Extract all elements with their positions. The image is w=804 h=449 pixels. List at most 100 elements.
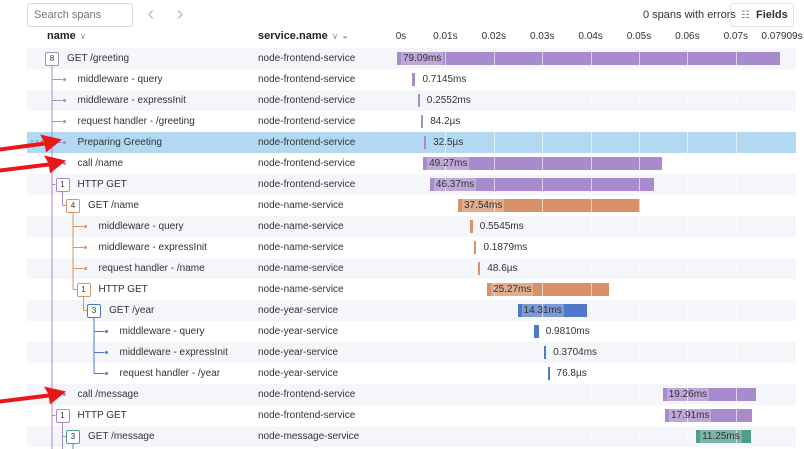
span-name: HTTP GET <box>98 284 148 295</box>
child-count-badge[interactable]: 1 <box>55 409 70 423</box>
tick-label: 0.01s <box>433 31 458 42</box>
duration-label: 46.37ms <box>433 178 477 191</box>
span-row[interactable]: 1 HTTP GET node-frontend-service 17.91ms <box>27 405 796 426</box>
span-duration-bar[interactable] <box>665 409 752 422</box>
span-name: request handler - /name <box>98 263 205 274</box>
child-count-badge[interactable]: 1 <box>76 283 91 297</box>
name-column-header[interactable]: name ∨ <box>47 30 86 42</box>
search-spans-input[interactable] <box>27 3 133 27</box>
leaf-dot-icon <box>62 393 66 396</box>
fields-button[interactable]: ☷ Fields <box>730 3 794 27</box>
span-duration-bar[interactable] <box>457 199 640 212</box>
tick-label: 0.07909s <box>761 31 803 42</box>
span-row[interactable]: 8 GET /greeting node-frontend-service 79.09… <box>27 48 796 69</box>
span-duration-bar[interactable] <box>478 262 481 275</box>
service-name: node-year-service <box>258 347 339 358</box>
span-row[interactable]: middleware - expressInit node-year-servic… <box>27 342 796 363</box>
service-name: node-name-service <box>258 242 344 253</box>
leaf-dot-icon <box>62 162 66 165</box>
span-row[interactable]: 1 HTTP GET node-name-service 25.27ms <box>27 279 796 300</box>
span-row[interactable]: call /name node-frontend-service 49.27ms <box>27 153 796 174</box>
span-duration-bar[interactable] <box>696 430 751 443</box>
span-duration-bar[interactable] <box>474 241 477 254</box>
duration-label: 32.5µs <box>433 137 464 148</box>
service-column-header[interactable]: service.name ∨ ◒ <box>258 30 348 42</box>
duration-label: 19.26ms <box>666 388 710 401</box>
chevron-left-icon[interactable]: ‹ <box>147 3 155 25</box>
row-menu-icon[interactable]: ··· <box>30 133 45 147</box>
span-duration-bar[interactable] <box>397 52 780 65</box>
service-name: node-year-service <box>258 368 339 379</box>
leaf-dot-icon <box>62 99 66 102</box>
span-row[interactable]: request handler - /name node-name-service… <box>27 258 796 279</box>
duration-label: 25.27ms <box>491 283 534 296</box>
span-duration-bar[interactable] <box>517 304 587 317</box>
errors-count: 0 spans with errors <box>643 9 736 21</box>
span-name: middleware - query <box>98 221 184 232</box>
service-name: node-name-service <box>258 284 344 295</box>
columns-icon: ☷ <box>741 10 750 21</box>
tick-label: 0.05s <box>626 31 652 42</box>
chevron-right-icon[interactable]: › <box>176 3 184 25</box>
span-duration-bar[interactable] <box>487 283 610 296</box>
service-name: node-name-service <box>258 221 344 232</box>
span-name: middleware - query <box>77 74 163 85</box>
service-name: node-frontend-service <box>258 95 356 106</box>
duration-label: 48.6µs <box>487 263 518 274</box>
span-row[interactable]: middleware - query node-frontend-service 0… <box>27 69 796 90</box>
tick-label: 0.07s <box>723 31 749 42</box>
span-row[interactable]: 3 GET /year node-year-service 14.31ms <box>27 300 796 321</box>
span-row[interactable]: request handler - /greeting node-frontend… <box>27 111 796 132</box>
duration-label: 0.7145ms <box>422 74 467 85</box>
service-name: node-frontend-service <box>258 179 356 190</box>
span-name: middleware - expressInit <box>98 242 207 253</box>
service-name: node-name-service <box>258 263 344 274</box>
service-name: node-frontend-service <box>258 74 356 85</box>
span-duration-bar[interactable] <box>412 73 416 86</box>
span-name: HTTP GET <box>77 410 127 421</box>
tick-label: 0.03s <box>529 31 555 42</box>
span-duration-bar[interactable] <box>470 220 473 233</box>
chevron-down-icon: ∨ <box>331 31 339 41</box>
child-count-badge[interactable]: 3 <box>66 430 80 444</box>
span-row[interactable]: request handler - /year node-year-service… <box>27 363 796 384</box>
span-row[interactable]: call /message node-frontend-service 19.26m… <box>27 384 796 405</box>
child-count-badge[interactable]: 4 <box>66 199 80 213</box>
span-row[interactable]: middleware - expressInit node-name-servic… <box>27 237 796 258</box>
span-row[interactable]: 4 GET /name node-name-service 37.54ms <box>27 195 796 216</box>
pin-icon[interactable]: ◒ <box>342 31 348 41</box>
duration-label: 17.91ms <box>669 409 712 422</box>
span-duration-bar[interactable] <box>429 178 655 191</box>
child-count-badge[interactable]: 8 <box>45 52 59 66</box>
span-duration-bar[interactable] <box>544 346 547 359</box>
span-name: request handler - /year <box>119 368 221 379</box>
tick-label: 0s <box>395 31 407 42</box>
span-name: call /name <box>77 158 124 169</box>
service-name: node-message-service <box>258 431 360 442</box>
child-count-badge[interactable]: 3 <box>87 304 101 318</box>
span-name: GET /name <box>88 200 139 211</box>
span-row[interactable]: Preparing Greeting node-frontend-service 3… <box>27 132 796 153</box>
span-row[interactable]: 3 GET /message node-message-service 11.25ms <box>27 426 796 447</box>
span-row[interactable]: middleware - expressInit node-frontend-se… <box>27 90 796 111</box>
leaf-dot-icon <box>83 246 87 249</box>
span-duration-bar[interactable] <box>424 136 427 149</box>
span-duration-bar[interactable] <box>662 388 756 401</box>
span-duration-bar[interactable] <box>533 325 539 338</box>
span-row[interactable]: middleware - query node-name-service 0.554… <box>27 216 796 237</box>
service-name: node-year-service <box>258 305 339 316</box>
duration-label: 14.31ms <box>521 304 564 317</box>
service-name: node-frontend-service <box>258 410 356 421</box>
service-header-label: service.name <box>258 30 328 42</box>
service-name: node-frontend-service <box>258 158 356 169</box>
duration-label: 0.2552ms <box>426 95 471 106</box>
span-duration-bar[interactable] <box>417 94 420 107</box>
service-name: node-frontend-service <box>258 53 356 64</box>
service-name: node-year-service <box>258 326 339 337</box>
span-row[interactable]: 1 HTTP GET node-frontend-service 46.37ms <box>27 174 796 195</box>
child-count-badge[interactable]: 1 <box>55 178 70 192</box>
span-duration-bar[interactable] <box>547 367 550 380</box>
span-duration-bar[interactable] <box>421 115 424 128</box>
service-name: node-frontend-service <box>258 389 356 400</box>
span-row[interactable]: middleware - query node-year-service 0.981… <box>27 321 796 342</box>
